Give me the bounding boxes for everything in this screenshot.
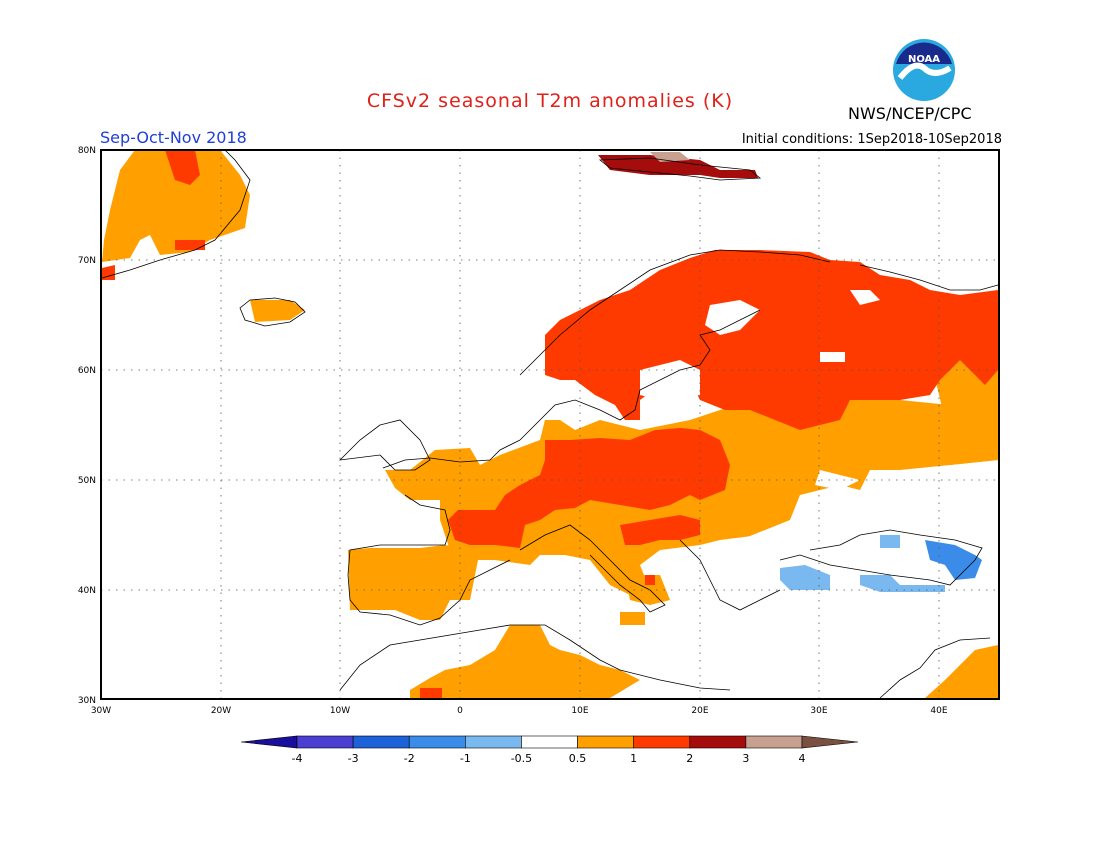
lat-tick-label: 60N bbox=[78, 366, 96, 376]
colorbar-label: 3 bbox=[742, 752, 749, 765]
lat-labels: 30N 40N 50N 60N 70N 80N bbox=[78, 146, 96, 706]
colorbar-label: -3 bbox=[348, 752, 359, 765]
anomaly-2-3 bbox=[598, 155, 758, 178]
agency-label: NWS/NCEP/CPC bbox=[848, 104, 972, 123]
colorbar-swatch bbox=[408, 735, 466, 749]
colorbar-arrow-high bbox=[801, 735, 859, 749]
colorbar-label: 0.5 bbox=[569, 752, 587, 765]
anomaly-field bbox=[102, 150, 998, 698]
colorbar-label: -2 bbox=[404, 752, 415, 765]
lat-tick-label: 70N bbox=[78, 256, 96, 266]
colorbar-swatch bbox=[745, 735, 803, 749]
lon-tick-label: 40E bbox=[930, 706, 947, 716]
anomaly-neg-0.5-1 bbox=[780, 535, 945, 592]
map-title: CFSv2 seasonal T2m anomalies (K) bbox=[366, 90, 734, 112]
lat-tick-label: 30N bbox=[78, 696, 96, 706]
colorbar-swatch bbox=[689, 735, 747, 749]
initial-conditions-label: Initial conditions: 1Sep2018-10Sep2018 bbox=[741, 132, 1002, 147]
lon-tick-label: 0 bbox=[457, 706, 463, 716]
noaa-logo: NOAA bbox=[893, 39, 955, 101]
colorbar-label: 1 bbox=[630, 752, 637, 765]
colorbar-label: 4 bbox=[799, 752, 806, 765]
logo-text: NOAA bbox=[908, 54, 940, 65]
colorbar-label: -1 bbox=[460, 752, 471, 765]
colorbar-arrow-low bbox=[240, 735, 298, 749]
colorbar-swatch bbox=[633, 735, 691, 749]
colorbar-label: -4 bbox=[292, 752, 303, 765]
lat-tick-label: 50N bbox=[78, 476, 96, 486]
colorbar-label: -0.5 bbox=[511, 752, 532, 765]
anomaly-neg-1-2 bbox=[925, 540, 982, 580]
lon-tick-label: 10E bbox=[571, 706, 588, 716]
season-label: Sep-Oct-Nov 2018 bbox=[100, 128, 247, 147]
lon-tick-label: 20W bbox=[211, 706, 231, 716]
lon-tick-label: 20E bbox=[691, 706, 708, 716]
colorbar-swatch bbox=[465, 735, 522, 749]
colorbar-label: 2 bbox=[686, 752, 693, 765]
colorbar-swatch bbox=[577, 735, 634, 749]
lon-tick-label: 30E bbox=[810, 706, 827, 716]
coastlines bbox=[101, 149, 999, 699]
map-frame bbox=[100, 149, 1000, 700]
grid bbox=[101, 150, 999, 699]
colorbar-swatch bbox=[352, 735, 410, 749]
lat-tick-label: 40N bbox=[78, 586, 96, 596]
lon-labels: 30W 20W 10W 0 10E 20E 30E 40E bbox=[91, 706, 948, 716]
colorbar: -4 -3 -2 -1 -0.5 0.5 1 2 3 4 bbox=[240, 735, 859, 765]
colorbar-swatch bbox=[521, 735, 578, 749]
lat-tick-label: 80N bbox=[78, 146, 96, 156]
colorbar-swatch bbox=[296, 735, 354, 749]
lon-tick-label: 10W bbox=[330, 706, 350, 716]
lon-tick-label: 30W bbox=[91, 706, 111, 716]
